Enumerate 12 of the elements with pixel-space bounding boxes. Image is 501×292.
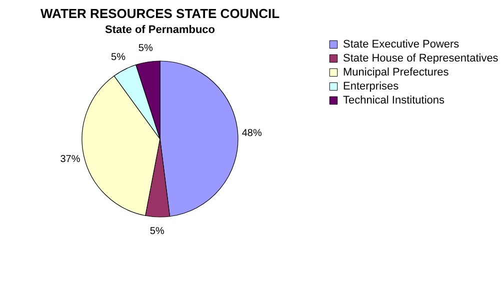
legend-label: State Executive Powers bbox=[343, 38, 460, 50]
data-label: 37% bbox=[60, 154, 80, 166]
legend-label: State House of Representatives bbox=[343, 52, 499, 64]
legend-label: Enterprises bbox=[343, 80, 400, 92]
data-label: 5% bbox=[111, 52, 126, 64]
data-label: 48% bbox=[242, 128, 262, 140]
chart-subtitle: State of Pernambuco bbox=[104, 24, 216, 36]
legend-label: Municipal Prefectures bbox=[343, 66, 450, 78]
legend-label: Technical Institutions bbox=[343, 94, 445, 106]
data-label: 5% bbox=[138, 43, 153, 54]
data-label: 5% bbox=[150, 226, 164, 237]
chart-title: WATER RESOURCES STATE COUNCIL bbox=[40, 6, 280, 21]
